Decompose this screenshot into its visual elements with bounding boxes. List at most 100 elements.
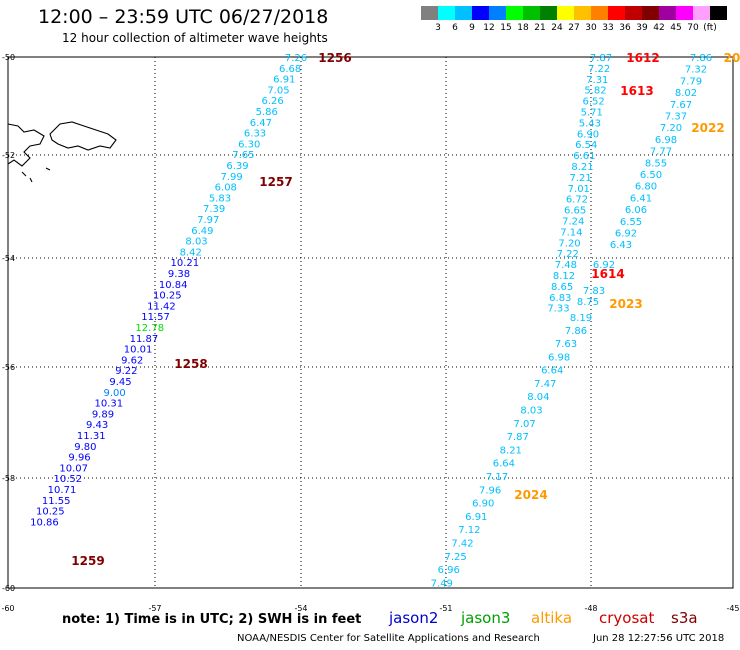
wave-height-label: 7.37 [665, 112, 687, 123]
wave-height-label: 6.52 [582, 97, 604, 108]
wave-height-label: 7.87 [590, 53, 612, 64]
wave-height-label: 10.25 [153, 291, 182, 302]
wave-height-label: 6.91 [273, 75, 295, 86]
wave-height-label: 7.86 [690, 53, 712, 64]
wave-height-label: 6.64 [541, 366, 563, 377]
wave-height-label: 8.02 [675, 88, 697, 99]
colorbar-swatch [608, 6, 625, 20]
wave-height-label: 6.55 [620, 217, 642, 228]
wave-height-label: 7.14 [560, 227, 582, 238]
map-frame [7, 56, 734, 589]
wave-height-label: 7.22 [588, 64, 610, 75]
wave-height-label: 8.03 [520, 406, 542, 417]
wave-height-label: 7.47 [534, 379, 556, 390]
wave-height-label: 7.20 [558, 238, 580, 249]
colorbar-label: 39 [636, 23, 648, 33]
track-time-label: 20 [724, 51, 740, 65]
wave-height-label: 6.65 [564, 206, 586, 217]
wave-height-label: 7.48 [555, 260, 577, 271]
wave-height-label: 7.26 [285, 53, 307, 64]
wave-height-label: 7.22 [557, 249, 579, 260]
wave-height-label: 5.71 [581, 108, 603, 119]
footer-credit: NOAA/NESDIS Center for Satellite Applica… [237, 633, 540, 644]
wave-height-label: 6.30 [238, 139, 260, 150]
colorbar-label: 24 [551, 23, 563, 33]
track-time-label: 1613 [620, 84, 653, 98]
wave-height-label: 6.08 [215, 183, 237, 194]
wave-height-label: 6.92 [593, 260, 615, 271]
colorbar-swatch [591, 6, 608, 20]
axis-lon-label: -48 [584, 604, 597, 613]
colorbar-swatch [489, 6, 506, 20]
satellite-name-jason3: jason3 [461, 609, 511, 627]
wave-height-label: 8.42 [180, 247, 202, 258]
wave-height-label: 6.26 [261, 96, 283, 107]
wave-height-label: 7.32 [685, 65, 707, 76]
wave-height-label: 8.03 [185, 237, 207, 248]
wave-height-label: 11.31 [77, 431, 106, 442]
wave-height-label: 7.83 [583, 286, 605, 297]
wave-height-label: 8.21 [571, 162, 593, 173]
wave-height-label: 6.98 [548, 352, 570, 363]
axis-lon-label: -57 [148, 604, 161, 613]
wave-height-label: 7.17 [486, 472, 508, 483]
footer-timestamp: Jun 28 12:27:56 UTC 2018 [593, 633, 725, 644]
axis-lat-label: -50 [2, 53, 15, 62]
track-time-label: 1614 [591, 267, 624, 281]
wave-height-label: 9.38 [168, 269, 190, 280]
satellite-name-s3a: s3a [671, 609, 698, 627]
axis-lon-label: -60 [1, 604, 14, 613]
wave-height-label: 6.33 [244, 129, 266, 140]
wave-height-label: 8.04 [527, 392, 549, 403]
track-time-label: 2023 [609, 297, 642, 311]
axis-lon-label: -51 [439, 604, 452, 613]
wave-height-label: 11.57 [141, 312, 170, 323]
wave-height-label: 7.49 [431, 578, 453, 589]
wave-height-label: 7.20 [660, 123, 682, 134]
map-title: 12:00 – 23:59 UTC 06/27/2018 [38, 6, 329, 28]
track-time-label: 1258 [174, 357, 207, 371]
wave-height-label: 7.77 [650, 147, 672, 158]
wave-height-label: 9.45 [109, 377, 131, 388]
wave-height-label: 10.52 [54, 474, 83, 485]
colorbar-swatch [557, 6, 574, 20]
wave-height-label: 5.43 [579, 118, 601, 129]
wave-height-label: 7.31 [586, 75, 608, 86]
colorbar-label: 42 [653, 23, 665, 33]
wave-height-label: 7.99 [221, 172, 243, 183]
wave-height-label: 6.92 [615, 229, 637, 240]
wave-height-label: 10.01 [124, 345, 153, 356]
wave-height-label: 7.12 [458, 525, 480, 536]
coastline-islands [7, 121, 117, 183]
track-time-label: 1259 [71, 554, 104, 568]
wave-height-label: 5.83 [209, 193, 231, 204]
wave-height-label: 7.96 [479, 485, 501, 496]
track-time-label: 1257 [259, 175, 292, 189]
wave-height-label: 6.49 [191, 226, 213, 237]
note-text: note: 1) Time is in UTC; 2) SWH is in fe… [62, 612, 362, 627]
wave-height-label: 11.42 [147, 301, 176, 312]
wave-height-label: 9.62 [121, 355, 143, 366]
wave-height-label: 6.80 [635, 182, 657, 193]
wave-height-label: 10.71 [48, 485, 77, 496]
colorbar-label: 30 [585, 23, 597, 33]
wave-height-label: 9.80 [74, 442, 96, 453]
colorbar-label: 45 [670, 23, 682, 33]
wave-height-label: 7.07 [513, 419, 535, 430]
wave-height-label: 10.31 [94, 399, 123, 410]
colorbar-swatch [676, 6, 693, 20]
colorbar-label: 9 [469, 23, 475, 33]
wave-height-label: 6.64 [493, 459, 515, 470]
colorbar-label: 36 [619, 23, 631, 33]
colorbar-swatch [574, 6, 591, 20]
wave-height-label: 10.07 [59, 463, 88, 474]
wave-height-label: 10.84 [159, 280, 188, 291]
wave-height-label: 8.12 [553, 271, 575, 282]
wave-height-label: 5.86 [256, 107, 278, 118]
wave-height-label: 9.00 [104, 388, 126, 399]
wave-height-label: 6.41 [630, 193, 652, 204]
wave-height-label: 7.87 [507, 432, 529, 443]
wave-height-label: 6.72 [566, 195, 588, 206]
colorbar-swatch [625, 6, 642, 20]
wave-height-label: 9.43 [86, 420, 108, 431]
